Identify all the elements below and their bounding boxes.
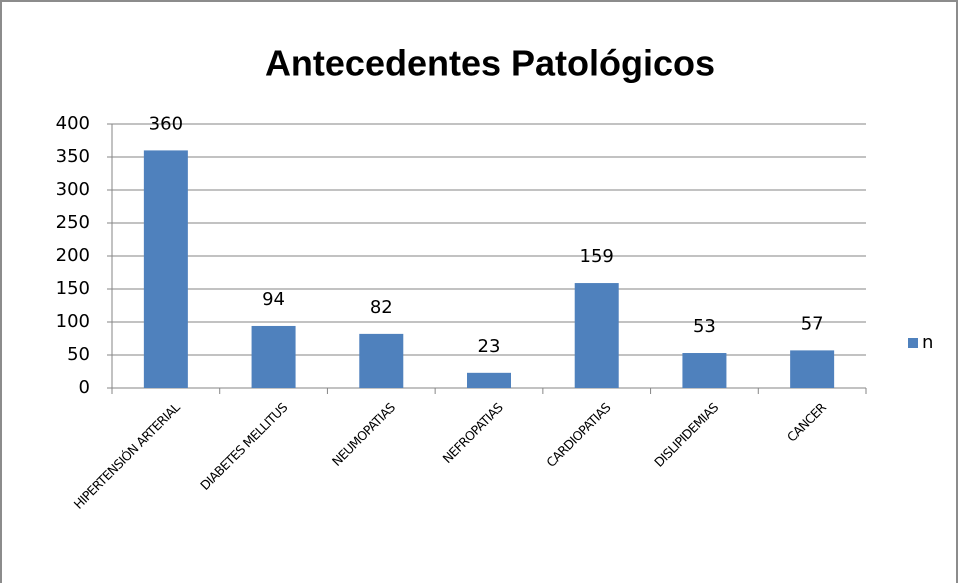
bar bbox=[467, 372, 511, 388]
y-tick-label: 50 bbox=[67, 344, 90, 365]
chart-title: Antecedentes Patológicos bbox=[265, 43, 715, 84]
bar bbox=[574, 283, 619, 388]
y-tick-label: 150 bbox=[56, 278, 90, 299]
y-tick-label: 200 bbox=[56, 245, 90, 266]
data-label: 57 bbox=[801, 313, 824, 334]
bar bbox=[251, 325, 296, 388]
bar bbox=[790, 350, 835, 388]
data-label: 53 bbox=[693, 316, 716, 337]
data-label: 94 bbox=[262, 289, 285, 310]
y-tick-label: 350 bbox=[56, 146, 90, 167]
data-label: 360 bbox=[149, 113, 183, 134]
y-tick-label: 250 bbox=[56, 212, 90, 233]
y-tick-label: 100 bbox=[56, 311, 90, 332]
legend-label: n bbox=[922, 332, 933, 353]
bar bbox=[143, 150, 188, 388]
y-tick-label: 400 bbox=[56, 113, 90, 134]
y-tick-label: 300 bbox=[56, 179, 90, 200]
y-tick-label: 0 bbox=[79, 377, 90, 398]
bar bbox=[682, 353, 727, 388]
data-label: 159 bbox=[580, 246, 614, 267]
data-label: 82 bbox=[370, 297, 393, 318]
legend-swatch bbox=[908, 338, 918, 348]
data-label: 23 bbox=[478, 336, 501, 357]
bar bbox=[359, 333, 404, 388]
